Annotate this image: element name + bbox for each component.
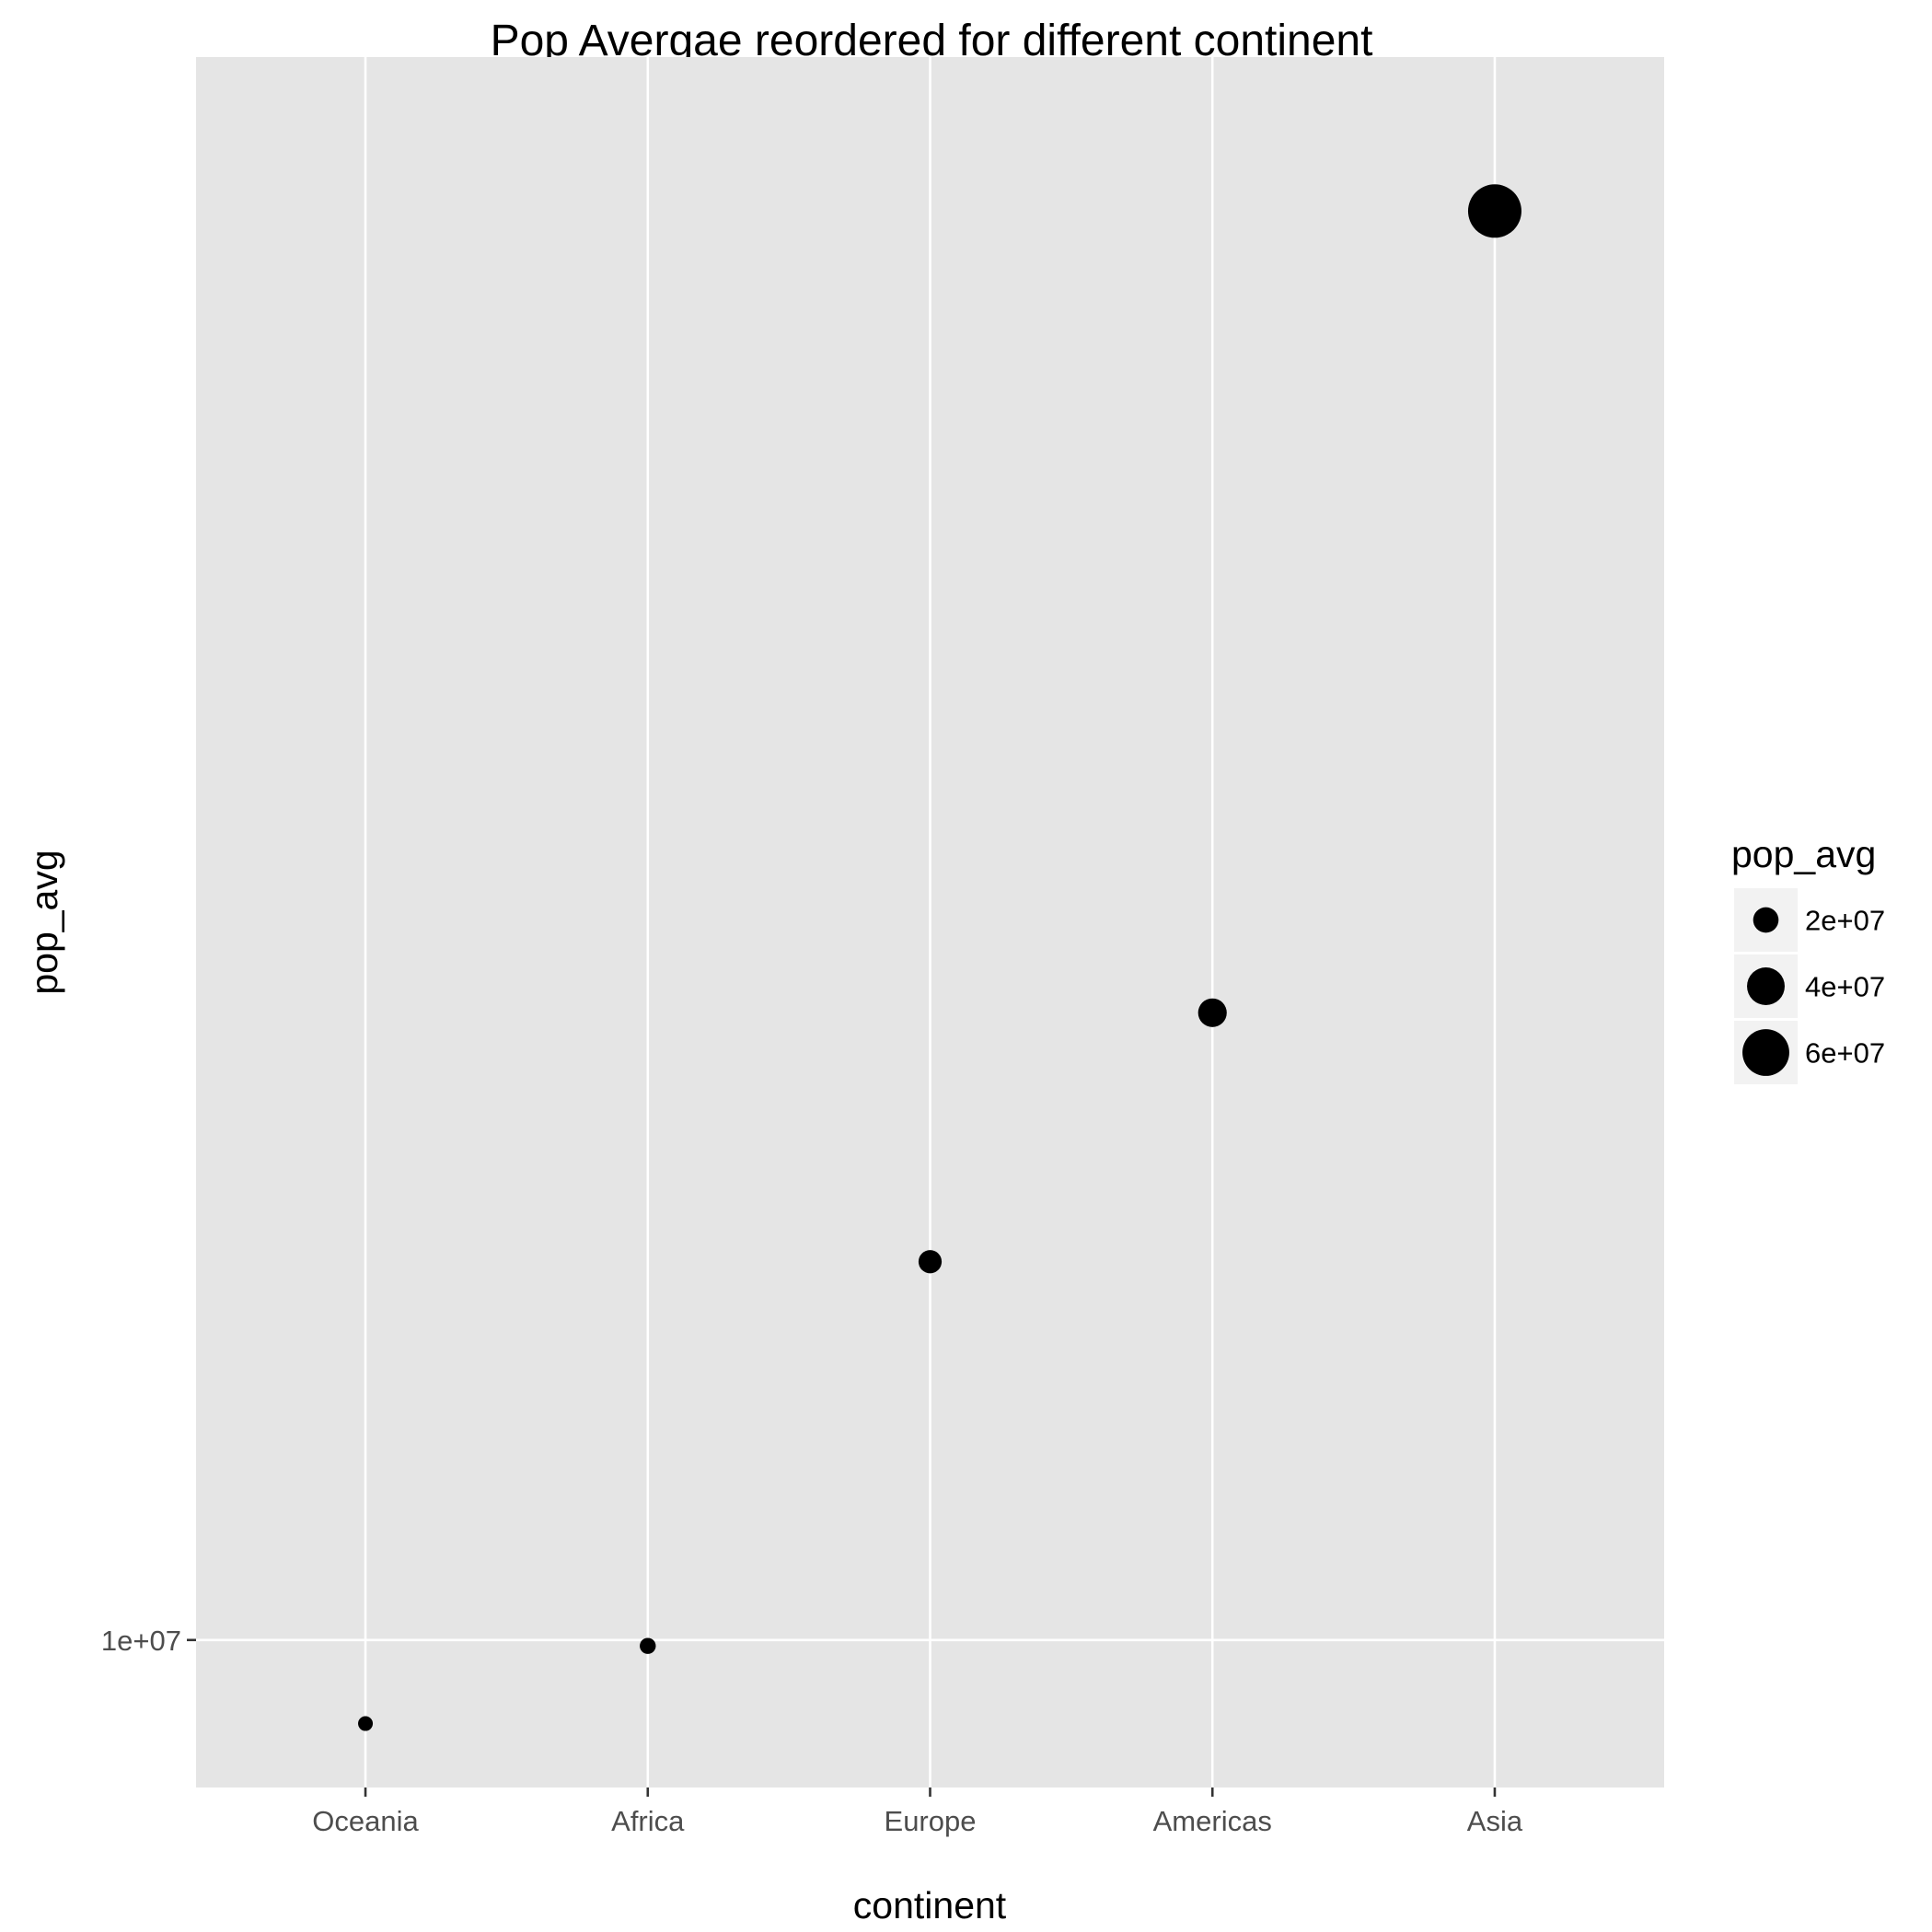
data-point-africa bbox=[640, 1637, 656, 1654]
x-tick-label: Africa bbox=[611, 1805, 685, 1837]
legend-key-point bbox=[1747, 967, 1785, 1005]
data-point-europe bbox=[918, 1250, 943, 1274]
x-axis-title: continent bbox=[853, 1884, 1007, 1926]
data-point-americas bbox=[1197, 998, 1227, 1027]
data-points bbox=[358, 184, 1521, 1731]
legend-title: pop_avg bbox=[1731, 833, 1876, 875]
legend-label: 6e+07 bbox=[1805, 1037, 1885, 1070]
legend-key-point bbox=[1753, 907, 1779, 933]
axes: Oceania Africa Europe Americas Asia 1e+07 bbox=[101, 1625, 1523, 1837]
grid-lines bbox=[196, 57, 1664, 1787]
size-legend: pop_avg 2e+07 4e+07 6e+07 bbox=[1731, 833, 1885, 1084]
x-tick-label: Europe bbox=[885, 1805, 977, 1837]
legend-key-point bbox=[1742, 1029, 1789, 1076]
data-point-oceania bbox=[358, 1716, 374, 1731]
x-tick-label: Americas bbox=[1153, 1805, 1272, 1837]
legend-items: 2e+07 4e+07 6e+07 bbox=[1734, 888, 1885, 1084]
y-tick-label: 1e+07 bbox=[101, 1625, 181, 1657]
legend-label: 2e+07 bbox=[1805, 905, 1885, 937]
data-point-asia bbox=[1467, 184, 1521, 238]
legend-label: 4e+07 bbox=[1805, 971, 1885, 1003]
x-tick-label: Oceania bbox=[312, 1805, 419, 1837]
x-tick-label: Asia bbox=[1467, 1805, 1523, 1837]
y-axis-title: pop_avg bbox=[23, 850, 65, 994]
